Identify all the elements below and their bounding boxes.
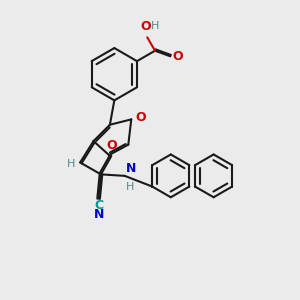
Text: H: H	[151, 21, 159, 31]
Text: H: H	[126, 182, 135, 192]
Text: C: C	[94, 199, 103, 212]
Text: O: O	[106, 140, 117, 152]
Text: O: O	[173, 50, 183, 63]
Text: N: N	[93, 208, 104, 221]
Text: H: H	[66, 159, 75, 169]
Text: N: N	[126, 162, 136, 175]
Text: O: O	[140, 20, 151, 34]
Text: O: O	[136, 111, 146, 124]
